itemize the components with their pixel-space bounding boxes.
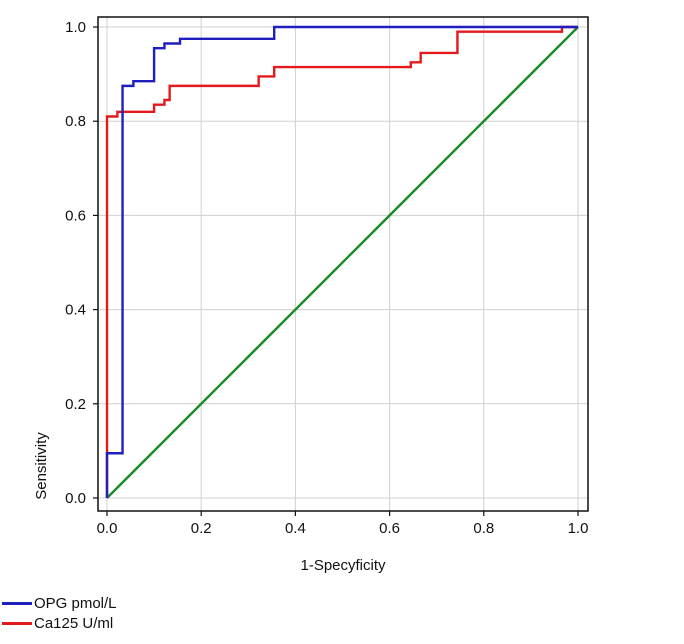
series-layer bbox=[105, 25, 579, 499]
legend-swatch-opg bbox=[2, 601, 32, 605]
y-tick-label: 0.2 bbox=[65, 396, 86, 413]
x-tick-label: 0.4 bbox=[285, 520, 306, 537]
y-tick-label: 0.6 bbox=[65, 207, 86, 224]
x-tick-label: 0.0 bbox=[97, 520, 118, 537]
y-axis-title: Sensitivity bbox=[33, 432, 50, 500]
x-axis-title: 1-Specyficity bbox=[300, 557, 386, 574]
legend-label-opg: OPG pmol/L bbox=[34, 594, 117, 612]
y-tick-label: 0.0 bbox=[65, 490, 86, 507]
ticks-layer: 0.0 0.2 0.4 0.6 0.8 1.0 0.0 0.2 0.4 0.6 0.8 1.0 bbox=[65, 19, 588, 537]
x-tick-label: 1.0 bbox=[568, 520, 589, 537]
y-tick-label: 0.8 bbox=[65, 113, 86, 130]
legend: OPG pmol/L Ca125 U/ml bbox=[2, 593, 117, 633]
y-tick-label: 1.0 bbox=[65, 19, 86, 36]
legend-label-ca125: Ca125 U/ml bbox=[34, 614, 114, 632]
x-tick-label: 0.8 bbox=[473, 520, 494, 537]
reference-diagonal-line bbox=[106, 26, 579, 499]
legend-item-ca125: Ca125 U/ml bbox=[2, 613, 117, 633]
legend-item-opg: OPG pmol/L bbox=[2, 593, 117, 613]
roc-curve-opg bbox=[105, 25, 578, 498]
y-tick-label: 0.4 bbox=[65, 302, 86, 319]
legend-swatch-ca125 bbox=[2, 621, 32, 625]
x-tick-label: 0.6 bbox=[379, 520, 400, 537]
x-tick-label: 0.2 bbox=[191, 520, 212, 537]
grid-layer bbox=[98, 17, 588, 511]
roc-curve-ca125 bbox=[105, 25, 578, 498]
plot-frame bbox=[97, 16, 589, 512]
